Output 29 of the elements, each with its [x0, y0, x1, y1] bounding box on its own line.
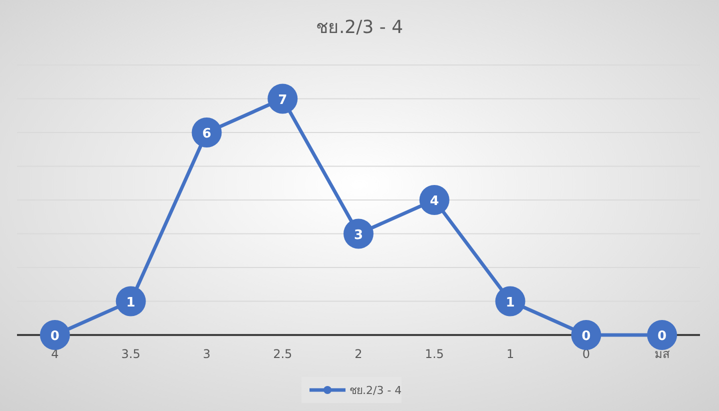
- data-label: 6: [202, 126, 212, 142]
- data-label: 7: [278, 92, 288, 108]
- x-tick-label: 0: [582, 347, 590, 361]
- point: [419, 185, 450, 215]
- point: [116, 286, 146, 316]
- data-label: 1: [126, 295, 136, 310]
- data-label: 0: [50, 329, 60, 344]
- data-label: 1: [506, 295, 515, 310]
- x-tick-label: 2: [354, 347, 362, 361]
- x-tick-label: 2.5: [273, 347, 292, 361]
- x-tick-label: มส: [654, 347, 671, 361]
- x-tick-label: 1.5: [424, 347, 444, 361]
- x-tick-label: 1: [506, 347, 514, 361]
- data-label: 4: [430, 194, 439, 209]
- point: [268, 84, 298, 114]
- point: [571, 320, 602, 350]
- point: [40, 320, 70, 350]
- point: [647, 320, 678, 350]
- point: [495, 286, 526, 316]
- x-tick-label: 3: [202, 347, 211, 361]
- x-tick-label: 3.5: [121, 347, 140, 361]
- point: [344, 218, 374, 249]
- chart-title: ชย.2/3 - 4: [316, 17, 404, 38]
- data-label: 0: [658, 329, 667, 344]
- data-label: 0: [582, 329, 591, 344]
- data-label: 3: [354, 228, 364, 243]
- legend-label: ชย.2/3 - 4: [350, 384, 402, 397]
- x-tick-label: 4: [51, 347, 59, 361]
- point: [192, 118, 222, 148]
